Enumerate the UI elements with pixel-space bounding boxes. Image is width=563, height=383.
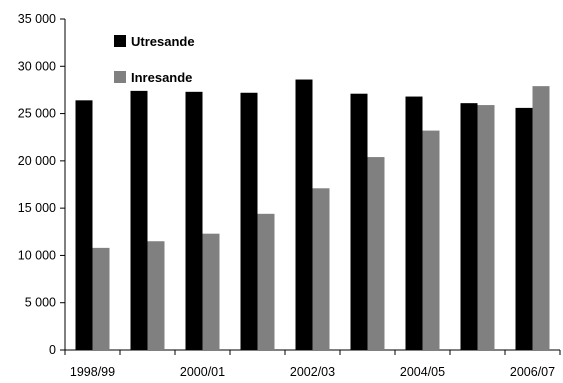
bar-utresande-1998-99 — [75, 100, 93, 351]
legend: Utresande Inresande — [114, 34, 195, 85]
bar-inresande-1999-00 — [147, 241, 165, 350]
bar-utresande-2001-02 — [240, 92, 258, 350]
y-axis: 0 5 000 10 000 15 000 20 000 25 000 30 000 35 0… — [18, 12, 66, 357]
bar-inresande-2006-07 — [532, 86, 550, 350]
bar-utresande-2003-04 — [350, 93, 368, 350]
x-tick-label: 2004/05 — [400, 365, 445, 379]
x-tick-label: 2006/07 — [510, 365, 555, 379]
y-tick-label: 0 — [49, 343, 56, 357]
y-tick-label: 25 000 — [18, 107, 56, 121]
bar-inresande-2004-05 — [422, 130, 440, 350]
x-tick-label: 2002/03 — [290, 365, 335, 379]
bar-utresande-2005-06 — [460, 103, 478, 350]
y-tick-label: 30 000 — [18, 59, 56, 73]
y-tick-label: 35 000 — [18, 12, 56, 26]
y-tick-label: 20 000 — [18, 154, 56, 168]
bar-inresande-2005-06 — [477, 105, 495, 350]
legend-label-utresande: Utresande — [131, 34, 195, 49]
x-tick-label: 2000/01 — [180, 365, 225, 379]
x-tick-label: 1998/99 — [70, 365, 115, 379]
legend-swatch-utresande — [114, 35, 126, 47]
bar-inresande-2001-02 — [257, 213, 275, 350]
bar-inresande-2002-03 — [312, 188, 330, 350]
bar-utresande-1999-00 — [130, 90, 148, 351]
bar-inresande-2000-01 — [202, 233, 220, 350]
bar-inresande-1998-99 — [92, 247, 110, 350]
bar-utresande-2002-03 — [295, 79, 313, 351]
x-axis: 1998/99 2000/01 2002/03 2004/05 2006/07 — [64, 349, 561, 379]
y-tick-label: 15 000 — [18, 201, 56, 215]
bar-utresande-2004-05 — [405, 96, 423, 350]
legend-swatch-inresande — [114, 71, 126, 83]
bar-utresande-2006-07 — [515, 107, 533, 350]
bars — [75, 79, 550, 351]
y-tick-label: 10 000 — [18, 248, 56, 262]
legend-label-inresande: Inresande — [131, 70, 192, 85]
bar-inresande-2003-04 — [367, 157, 385, 350]
bar-utresande-2000-01 — [185, 91, 203, 350]
y-tick-label: 5 000 — [25, 296, 56, 310]
